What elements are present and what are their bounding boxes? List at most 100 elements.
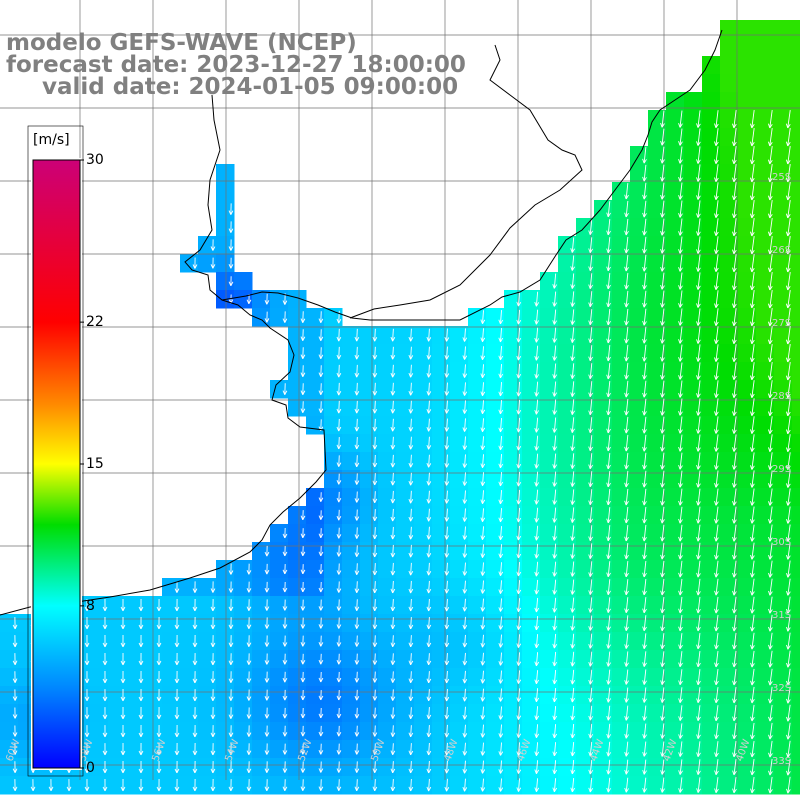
wind-arrow [516,543,522,559]
wind-speed-cell [792,488,800,507]
wind-arrow [300,546,306,557]
wind-arrow [102,599,108,612]
wind-arrow [660,434,665,452]
wind-speed-cell [756,236,775,255]
wind-arrow [750,488,755,506]
wind-arrow [732,560,737,578]
wind-arrow [732,218,737,237]
wind-speed-cell [324,776,343,795]
wind-arrow [606,507,611,524]
wind-speed-cell [792,254,800,273]
wind-arrow [696,380,701,398]
wind-arrow [588,687,594,703]
wind-speed-cell [288,542,307,561]
wind-speed-cell [612,740,631,759]
wind-arrow [660,560,665,578]
wind-arrow [264,743,270,755]
wind-arrow [516,580,522,595]
wind-arrow [444,346,450,360]
wind-arrow [750,380,755,399]
wind-arrow [336,689,342,701]
wind-arrow [120,671,126,684]
wind-speed-cell [648,398,667,417]
wind-arrow [390,599,396,612]
wind-arrow [534,345,540,361]
wind-arrow [606,777,612,793]
wind-arrow [534,525,540,541]
wind-arrow [768,632,773,650]
wind-speed-cell [648,200,667,219]
wind-speed-cell [432,668,451,687]
wind-speed-cell [378,704,397,723]
wind-speed-cell [720,722,739,741]
wind-speed-cell [720,704,739,723]
wind-arrow [354,761,360,773]
wind-arrow [498,598,504,612]
wind-arrow [768,470,773,488]
wind-arrow [570,291,575,307]
wind-arrow [642,542,647,560]
wind-arrow [767,145,773,165]
wind-arrow [534,616,540,631]
wind-speed-cell [270,542,289,561]
wind-arrow [732,109,737,129]
wind-arrow [156,689,162,702]
wind-arrow [156,653,162,666]
wind-arrow [426,725,432,738]
wind-speed-cell [738,614,757,633]
wind-speed-cell [756,416,775,435]
wind-arrow [480,616,486,630]
wind-arrow [264,671,270,683]
wind-speed-cell [792,20,800,39]
wind-speed-cell [702,506,721,525]
wind-arrow [336,563,342,575]
wind-speed-cell [792,614,800,633]
wind-arrow [660,110,665,128]
wind-arrow [732,128,737,147]
wind-speed-cell [648,704,667,723]
wind-arrow [354,509,360,521]
wind-speed-cell [540,326,559,345]
wind-arrow [767,199,773,219]
wind-speed-cell [756,344,775,363]
wind-arrow [12,671,18,683]
wind-speed-cell [90,722,109,741]
grid-labels: 60W 58W 56W 54W 52W 50W 48W 46W 44W 42W 40W25S26S2… [4,172,791,767]
wind-arrow [552,345,558,361]
wind-speed-cell [36,776,55,795]
colorbar-tick-30: 30 [86,152,104,168]
wind-speed-cell [684,614,703,633]
wind-arrow [785,163,791,183]
wind-arrow [570,273,575,289]
wind-arrow [714,524,719,542]
wind-arrow [498,382,504,397]
wind-speed-cell [756,434,775,453]
wind-speed-cell [108,722,127,741]
wind-speed-cell [270,668,289,687]
wind-speed-cell [702,758,721,777]
wind-speed-cell [306,650,325,669]
wind-speed-cell [414,704,433,723]
wind-arrow [624,362,629,380]
wind-speed-cell [630,488,649,507]
wind-arrow [570,507,575,523]
wind-arrow [642,759,647,775]
wind-arrow [12,689,18,701]
wind-speed-cell [234,560,253,579]
wind-speed-cell [324,470,343,489]
wind-speed-cell [324,524,343,543]
wind-arrow [498,562,504,577]
wind-speed-cell [666,236,685,255]
wind-speed-cell [234,704,253,723]
wind-arrow [462,418,468,432]
wind-arrow [534,597,540,613]
wind-speed-cell [792,398,800,417]
wind-speed-cell [792,308,800,327]
wind-arrow [480,760,486,774]
wind-speed-cell [792,542,800,561]
wind-arrow [480,364,486,379]
wind-speed-cell [360,434,379,453]
wind-speed-cell [612,560,631,579]
wind-speed-cell [324,722,343,741]
wind-arrow [570,309,575,325]
